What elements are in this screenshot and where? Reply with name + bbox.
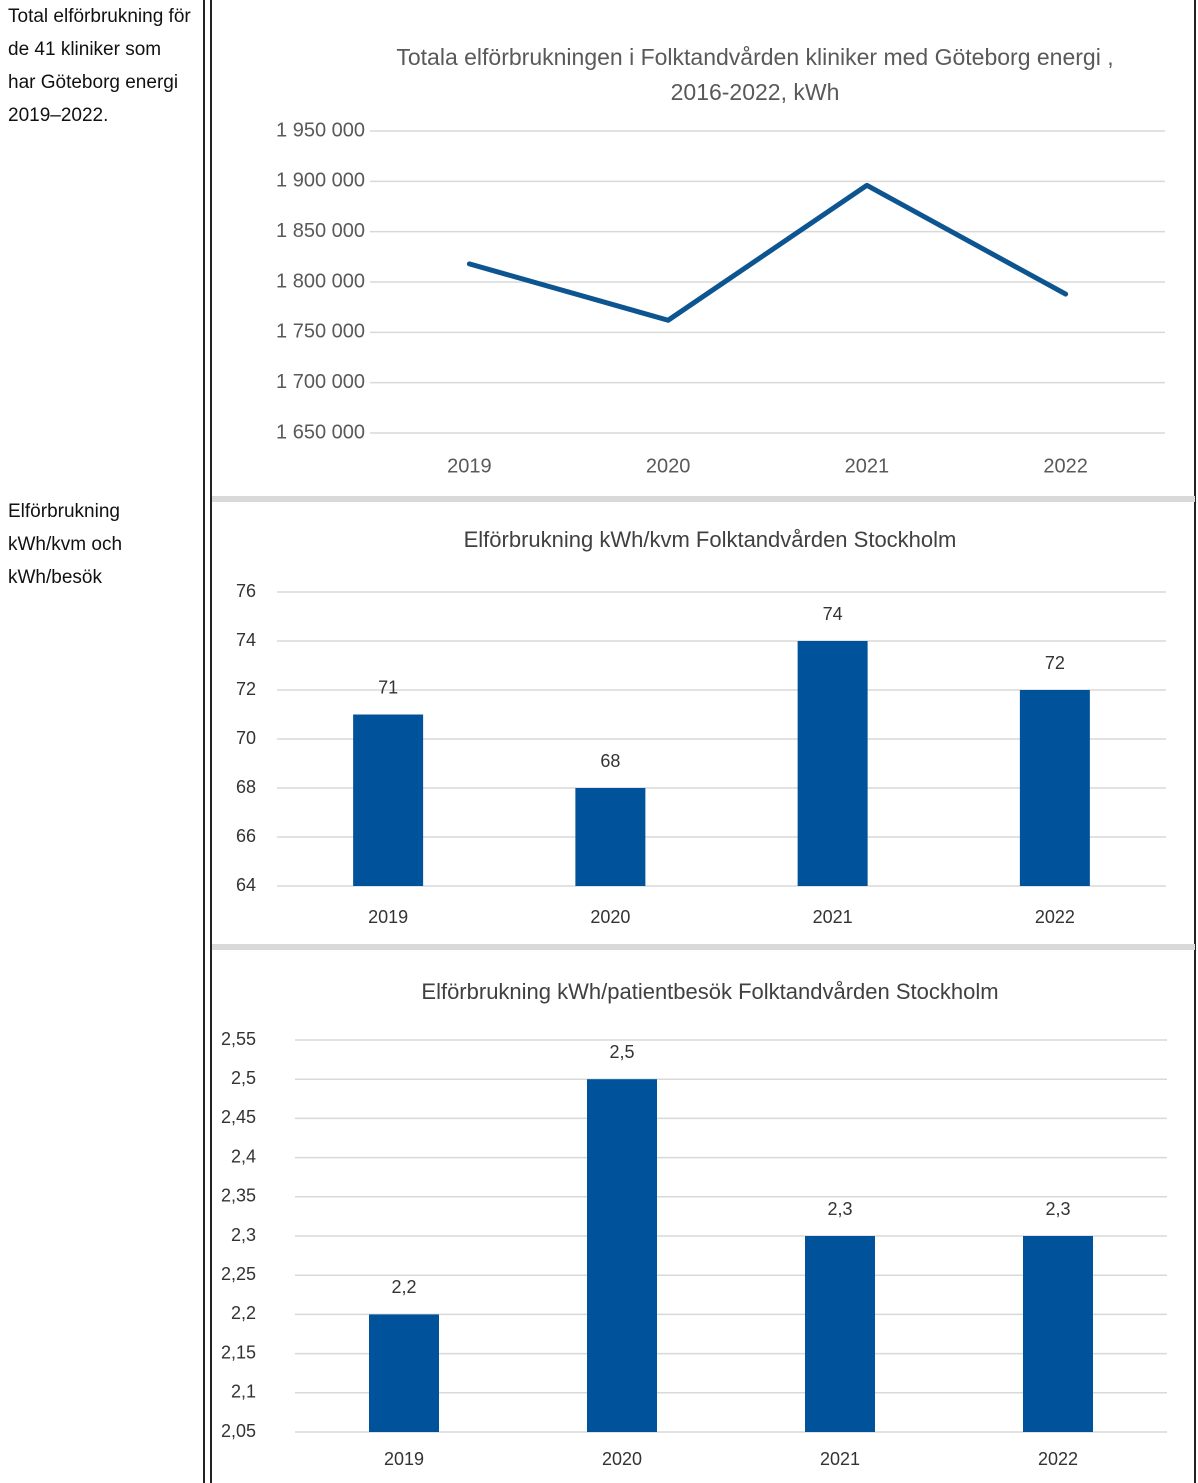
- y-tick-label: 2,5: [231, 1068, 256, 1088]
- x-tick-label: 2021: [813, 907, 853, 927]
- data-label: 68: [600, 751, 620, 771]
- x-tick-label: 2020: [646, 455, 691, 477]
- chart-title: Totala elförbrukningen i Folktandvården …: [396, 44, 1114, 105]
- bar: [587, 1079, 657, 1432]
- data-label: 72: [1045, 653, 1065, 673]
- y-tick-label: 74: [236, 630, 256, 650]
- y-tick-label: 66: [236, 826, 256, 846]
- data-label: 74: [823, 604, 843, 624]
- x-tick-label: 2022: [1038, 1449, 1078, 1469]
- y-tick-label: 1 800 000: [276, 270, 365, 292]
- y-tick-label: 68: [236, 777, 256, 797]
- x-tick-label: 2022: [1035, 907, 1075, 927]
- y-tick-label: 2,1: [231, 1382, 256, 1402]
- x-tick-label: 2019: [368, 907, 408, 927]
- line: [466, 182, 1069, 323]
- y-tick-label: 2,2: [231, 1303, 256, 1323]
- chart-title: Elförbrukning kWh/patientbesök Folktandv…: [421, 979, 999, 1004]
- y-tick-label: 2,05: [221, 1421, 256, 1441]
- y-tick-label: 2,4: [231, 1146, 256, 1166]
- chart-title: Elförbrukning kWh/kvm Folktandvården Sto…: [463, 527, 957, 552]
- data-label: 71: [378, 677, 398, 697]
- y-tick-label: 72: [236, 679, 256, 699]
- y-tick-label: 2,25: [221, 1264, 256, 1284]
- y-tick-label: 1 900 000: [276, 170, 365, 192]
- data-label: 2,3: [1045, 1199, 1070, 1219]
- x-tick-label: 2020: [602, 1449, 642, 1469]
- bar: [797, 641, 868, 886]
- data-label: 2,5: [609, 1042, 634, 1062]
- bar: [805, 1236, 875, 1432]
- y-tick-label: 1 950 000: [276, 119, 365, 141]
- separator: [212, 496, 1195, 502]
- x-tick-label: 2020: [590, 907, 630, 927]
- y-tick-label: 76: [236, 581, 256, 601]
- y-tick-label: 1 700 000: [276, 371, 365, 393]
- separator: [212, 944, 1195, 950]
- data-label: 2,2: [391, 1277, 416, 1297]
- x-tick-label: 2021: [820, 1449, 860, 1469]
- y-tick-label: 2,45: [221, 1107, 256, 1127]
- row-label: Elförbrukning kWh/kvm och kWh/besök: [8, 501, 123, 588]
- y-tick-label: 1 750 000: [276, 321, 365, 343]
- bar: [575, 788, 646, 886]
- x-tick-label: 2019: [447, 455, 492, 477]
- x-tick-label: 2022: [1043, 455, 1088, 477]
- y-tick-label: 70: [236, 728, 256, 748]
- x-tick-label: 2019: [384, 1449, 424, 1469]
- y-tick-label: 2,55: [221, 1029, 256, 1049]
- y-tick-label: 1 850 000: [276, 220, 365, 242]
- bar: [353, 714, 424, 886]
- data-label: 2,3: [827, 1199, 852, 1219]
- y-tick-label: 2,3: [231, 1225, 256, 1245]
- y-tick-label: 2,15: [221, 1342, 256, 1362]
- bar: [1023, 1236, 1093, 1432]
- row-label: Total elförbrukning för de 41 kliniker s…: [8, 6, 191, 126]
- bar: [1019, 690, 1090, 886]
- y-tick-label: 64: [236, 875, 256, 895]
- bar: [369, 1314, 439, 1432]
- x-tick-label: 2021: [845, 455, 890, 477]
- y-tick-label: 2,35: [221, 1186, 256, 1206]
- y-tick-label: 1 650 000: [276, 421, 365, 443]
